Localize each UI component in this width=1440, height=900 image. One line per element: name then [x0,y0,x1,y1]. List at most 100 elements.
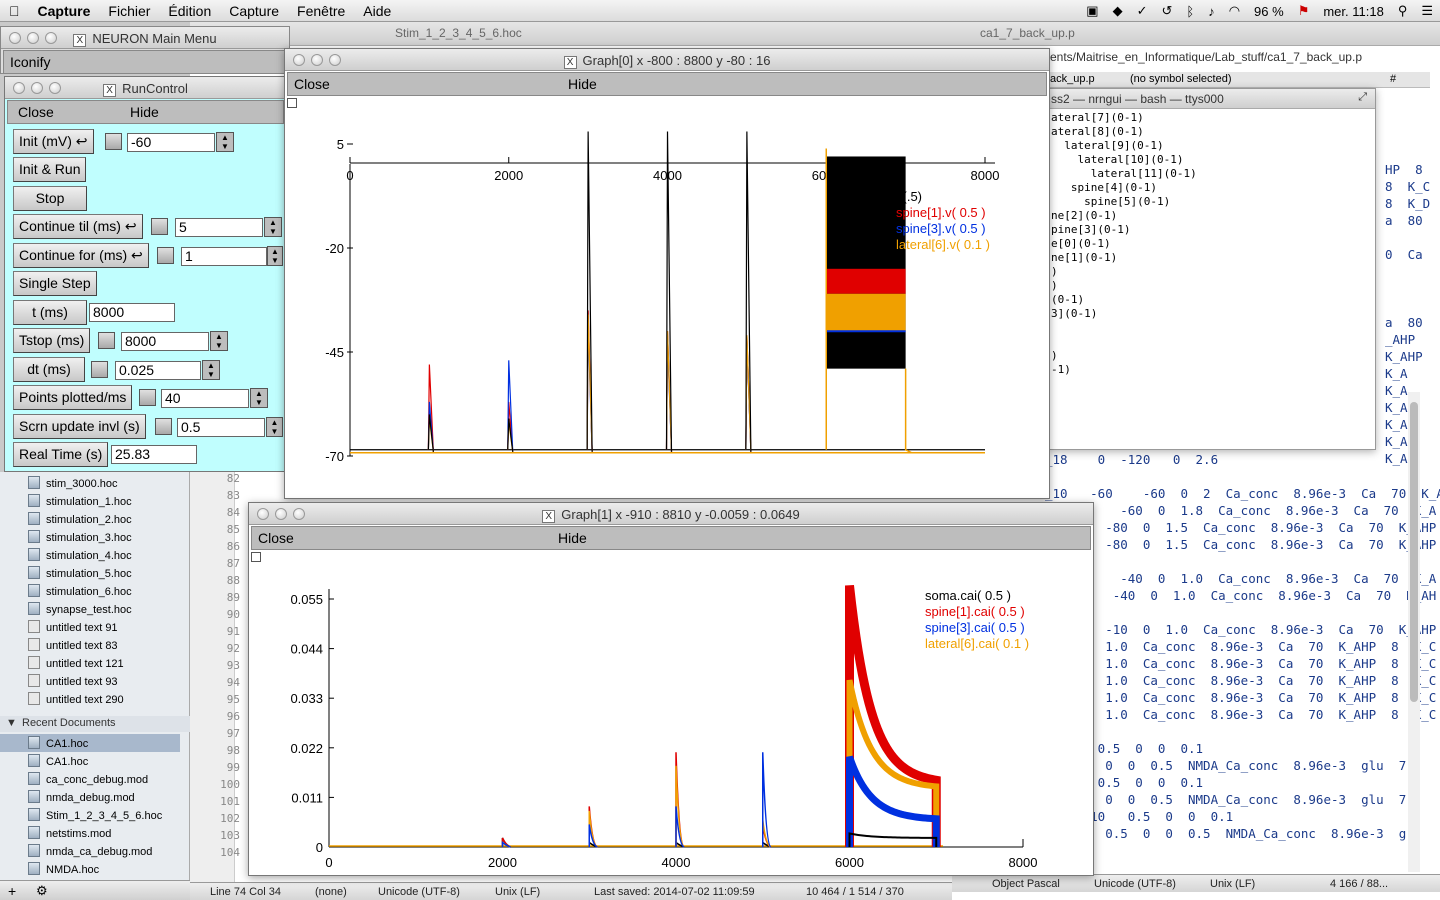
app-menu[interactable]: Capture [27,2,91,19]
time-machine-icon[interactable]: ↺ [1161,3,1173,18]
init-field[interactable]: -60 [127,133,215,152]
sidebar-file-item[interactable]: untitled text 290 [28,692,124,706]
g1-close-light-icon[interactable] [257,508,269,520]
sidebar-file-item[interactable]: untitled text 93 [28,674,118,688]
cursor-position[interactable]: Line 74 Col 34 [210,886,281,898]
gear-icon[interactable]: ⚙ [36,883,48,898]
display-icon[interactable]: ▣ [1086,3,1099,18]
symbol-status[interactable]: (none) [315,886,347,898]
close-light-icon[interactable] [9,32,21,44]
terminal-content[interactable]: ateral[7](0-1) ateral[8](0-1) lateral[9](… [1049,111,1375,431]
tstop-field[interactable]: 8000 [121,332,209,351]
continue-til-checkbox[interactable] [151,218,168,235]
scrn-field[interactable]: 0.5 [177,418,265,437]
g1-menu-box[interactable] [251,552,261,562]
continue-for-field[interactable]: 1 [181,247,267,266]
g0-zoom-light-icon[interactable] [329,54,341,66]
language-status[interactable]: Object Pascal [992,878,1060,890]
symbol-select[interactable]: (no symbol selected) [1130,73,1232,85]
sidebar-file-item[interactable]: stimulation_1.hoc [28,494,132,508]
continue-til-spinner[interactable]: ▲ ▼ [264,217,282,237]
rc-zoom-light-icon[interactable] [49,82,61,94]
graph1-plot[interactable]: 0 2000 4000 6000 8000 0.055 0.044 0.033 0.022 0.0… [249,553,1093,875]
continue-for-checkbox[interactable] [157,247,174,264]
minimize-light-icon[interactable] [27,32,39,44]
rc-close-light-icon[interactable] [13,82,25,94]
points-checkbox[interactable] [139,389,156,406]
g1-minimize-light-icon[interactable] [275,508,287,520]
rc-minimize-light-icon[interactable] [31,82,43,94]
sidebar-file-item[interactable]: stimulation_4.hoc [28,548,132,562]
fullscreen-icon[interactable]: ⤢ [1358,91,1367,103]
continue-til-field[interactable]: 5 [175,218,263,237]
editor-tab-ca1[interactable]: ca1_7_back_up.p [980,26,1075,40]
sidebar-file-item[interactable]: untitled text 121 [28,656,124,670]
scrn-spinner[interactable]: ▲ ▼ [266,417,283,437]
sidebar-file-item[interactable]: untitled text 91 [28,620,118,634]
lineend-status-right[interactable]: Unix (LF) [1210,878,1256,890]
tstop-spinner[interactable]: ▲ ▼ [210,331,228,351]
sidebar-file-item[interactable]: untitled text 83 [28,638,118,652]
g0-close-button[interactable]: Close [294,76,330,92]
menu-capture[interactable]: Capture [218,2,279,19]
sidebar-file-item[interactable]: stimulation_3.hoc [28,530,132,544]
sidebar-file-item[interactable]: stimulation_5.hoc [28,566,132,580]
graph0-plot[interactable]: 020004000600080005-20-45-70v(.5)spine[1]… [285,99,1049,497]
t-button[interactable]: t (ms) [13,300,87,325]
points-field[interactable]: 40 [161,389,249,408]
clock[interactable]: mer. 11:18 [1323,3,1384,19]
points-spinner[interactable]: ▲ ▼ [250,388,268,408]
recent-file-item[interactable]: netstims.mod [28,826,111,840]
zoom-light-icon[interactable] [45,32,57,44]
g0-minimize-light-icon[interactable] [311,54,323,66]
symbol-file[interactable]: ack_up.p [1050,73,1095,85]
dt-spinner[interactable]: ▲ ▼ [202,360,220,380]
encoding-status-right[interactable]: Unicode (UTF-8) [1094,878,1176,890]
editor-scrollbar[interactable] [1408,392,1420,872]
g0-menu-box[interactable] [287,98,297,108]
scrn-update-button[interactable]: Scrn update invl (s) [13,414,146,439]
bluetooth-icon[interactable]: ᛒ [1186,3,1195,19]
battery-status[interactable]: 96 % [1254,3,1284,19]
g1-close-button[interactable]: Close [258,530,294,546]
recent-file-item[interactable]: CA1.hoc [28,736,88,750]
continue-til-button[interactable]: Continue til (ms) ↩ [13,214,143,239]
sidebar-file-item[interactable]: stimulation_2.hoc [28,512,132,526]
hash-select[interactable]: # [1390,73,1397,85]
g0-hide-button[interactable]: Hide [568,76,597,92]
recent-file-item[interactable]: Stim_1_2_3_4_5_6.hoc [28,808,162,822]
spotlight-icon[interactable]: ⚲ [1397,3,1408,18]
check-icon[interactable]: ✓ [1136,3,1148,18]
menu-fenetre[interactable]: Fenêtre [286,2,345,19]
continue-for-button[interactable]: Continue for (ms) ↩ [13,243,149,268]
real-time-field[interactable]: 25.83 [111,445,197,464]
apple-icon[interactable]:  [0,3,29,19]
rc-close-button[interactable]: Close [18,104,54,120]
add-icon[interactable]: + [8,883,17,899]
init-button[interactable]: Init (mV) ↩ [13,129,94,154]
iconify-button[interactable]: Iconify [10,54,51,70]
recent-file-item[interactable]: nmda_ca_debug.mod [28,844,152,858]
dropbox-icon[interactable]: ◆ [1112,3,1123,18]
sidebar-file-item[interactable]: synapse_test.hoc [28,602,132,616]
sidebar-file-item[interactable]: stimulation_6.hoc [28,584,132,598]
real-time-button[interactable]: Real Time (s) [13,442,109,467]
dt-checkbox[interactable] [91,361,108,378]
lineend-status[interactable]: Unix (LF) [495,886,541,898]
notification-icon[interactable]: ☰ [1421,3,1433,18]
menu-fichier[interactable]: Fichier [97,2,150,19]
continue-for-spinner[interactable]: ▲ ▼ [267,246,283,266]
t-field[interactable]: 8000 [89,303,175,322]
tstop-checkbox[interactable] [98,332,115,349]
menu-aide[interactable]: Aide [352,2,391,19]
init-run-button[interactable]: Init & Run [13,157,87,182]
tstop-button[interactable]: Tstop (ms) [13,328,91,353]
dt-button[interactable]: dt (ms) [13,357,85,382]
encoding-status[interactable]: Unicode (UTF-8) [378,886,460,898]
scrn-checkbox[interactable] [155,418,172,435]
dt-field[interactable]: 0.025 [115,361,201,380]
g0-close-light-icon[interactable] [293,54,305,66]
single-step-button[interactable]: Single Step [13,271,97,296]
stop-button[interactable]: Stop [13,186,87,211]
volume-icon[interactable]: ♪ [1208,3,1215,19]
